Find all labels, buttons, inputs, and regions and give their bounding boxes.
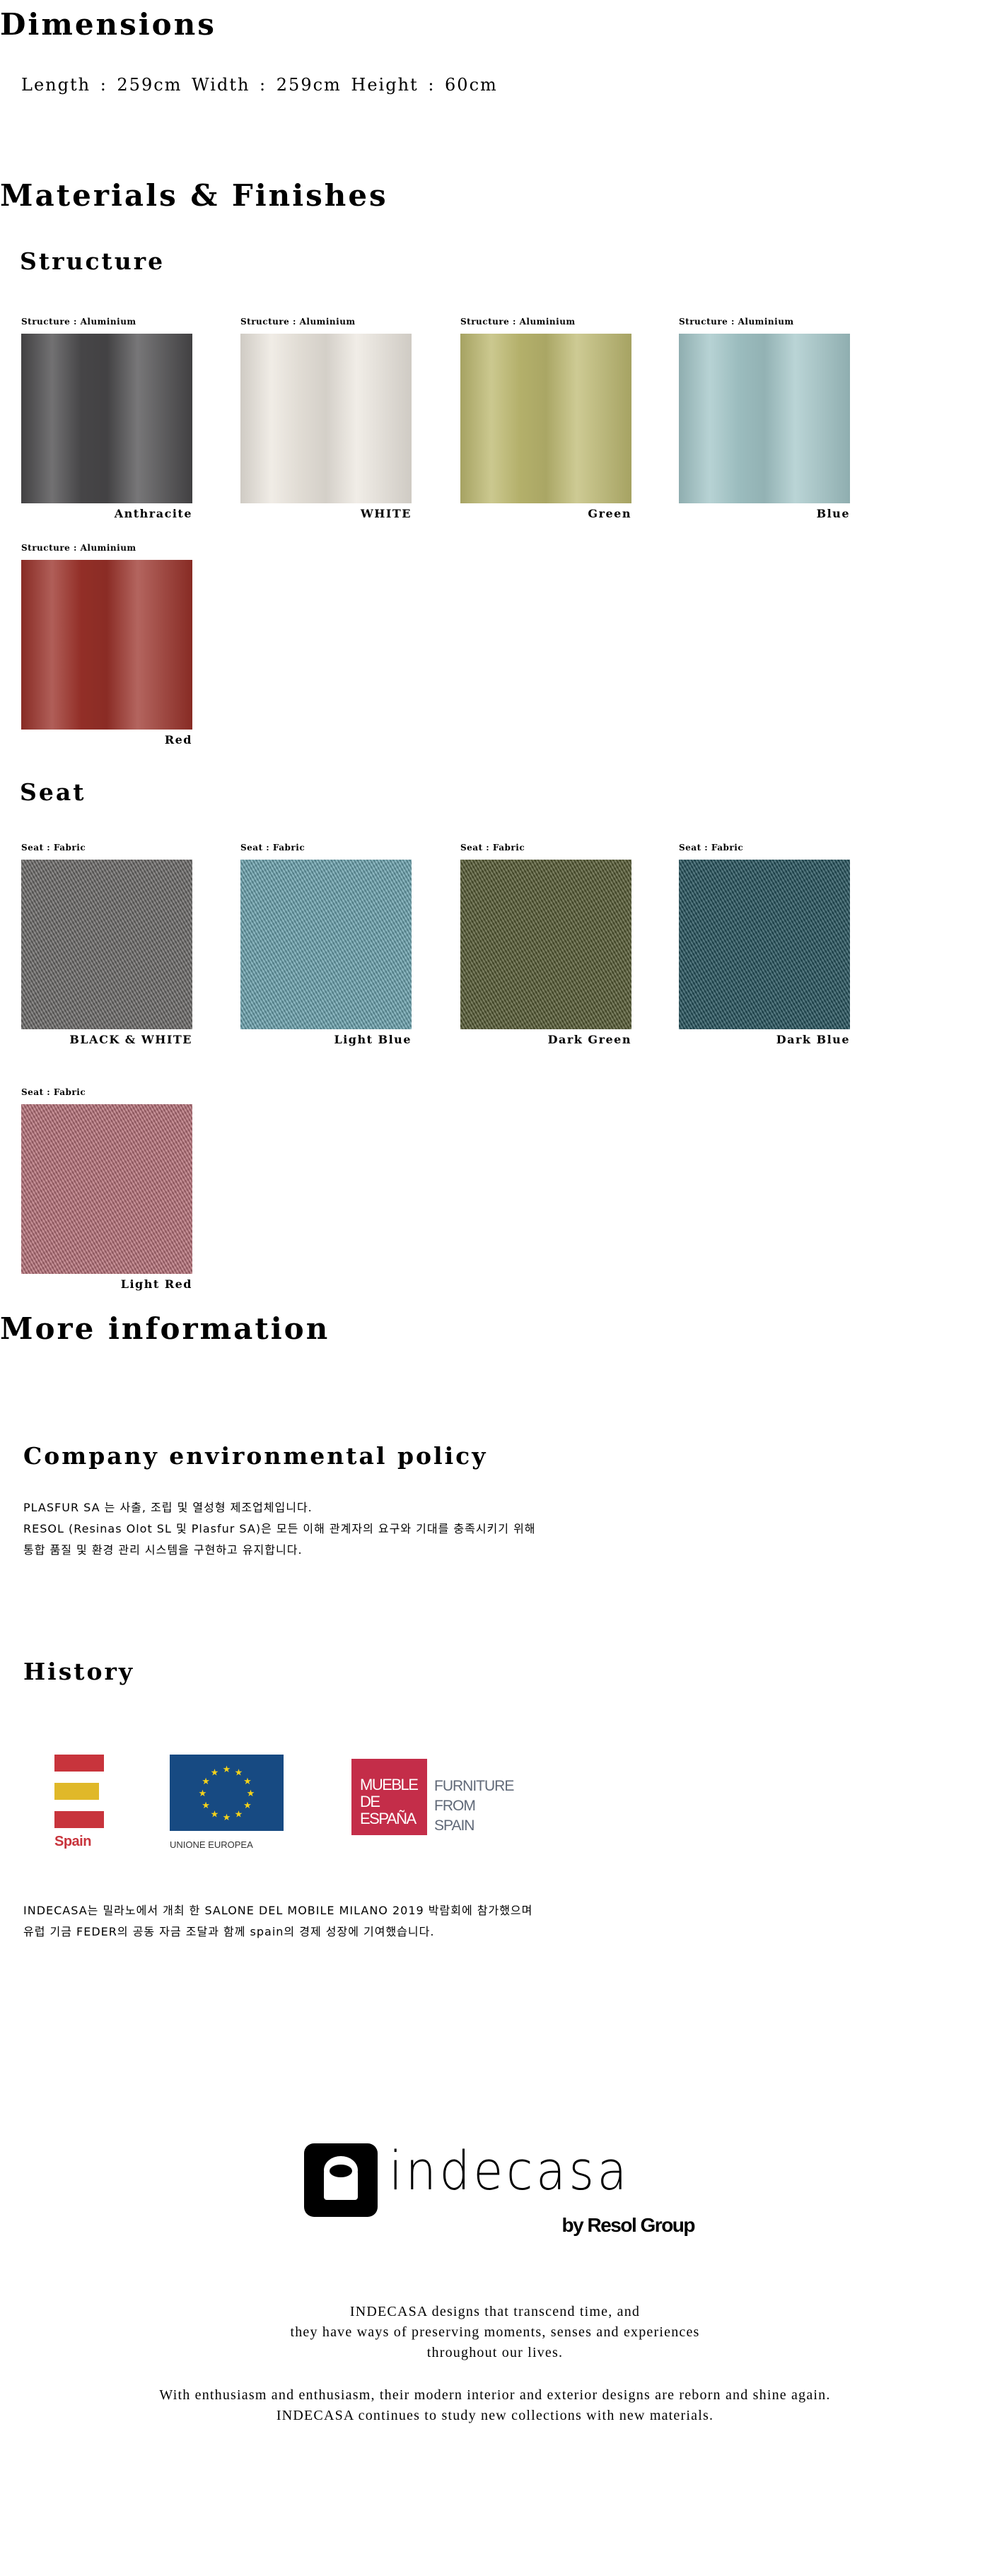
dimensions-title: Dimensions (0, 7, 216, 42)
eu-star-icon: ★ (202, 1776, 210, 1786)
swatch-label: Structure : Aluminium (21, 543, 136, 553)
policy-text: PLASFUR SA 는 사출, 조립 및 열성형 제조업체입니다. RESOL… (23, 1497, 536, 1561)
swatch-image[interactable] (460, 334, 631, 503)
swatch-image[interactable] (21, 334, 192, 503)
footer-tagline: INDECASA designs that transcend time, an… (290, 2304, 700, 2360)
swatch-label: Seat : Fabric (21, 843, 86, 853)
history-line: INDECASA는 밀라노에서 개최 한 SALONE DEL MOBILE M… (23, 1904, 533, 1917)
swatch-name: Red (164, 733, 192, 747)
swatch-name: Dark Green (547, 1033, 631, 1046)
swatch-name: WHITE (360, 507, 412, 520)
swatch-seat[interactable]: Seat : Fabric Dark Blue (679, 843, 850, 1046)
swatch-seat[interactable]: Seat : Fabric BLACK & WHITE (21, 843, 192, 1046)
eu-star-icon: ★ (223, 1812, 231, 1822)
swatch-name: Anthracite (114, 507, 192, 520)
swatch-name: BLACK & WHITE (69, 1033, 192, 1046)
swatch-image[interactable] (21, 860, 192, 1029)
policy-line: RESOL (Resinas Olot SL 및 Plasfur SA)은 모든… (23, 1522, 536, 1535)
swatch-image[interactable] (240, 334, 412, 503)
swatch-seat[interactable]: Seat : Fabric Light Red (21, 1087, 192, 1291)
swatch-label: Structure : Aluminium (460, 317, 576, 327)
swatch-name: Dark Blue (776, 1033, 850, 1046)
history-title: History (23, 1658, 135, 1685)
eu-star-icon: ★ (243, 1800, 252, 1810)
swatch-label: Seat : Fabric (21, 1087, 86, 1097)
swatch-label: Seat : Fabric (460, 843, 525, 853)
history-line: 유럽 기금 FEDER의 공동 자금 조달과 함께 spain의 경제 성장에 … (23, 1925, 435, 1938)
swatch-name: Green (588, 507, 631, 520)
more-info-title: More information (0, 1311, 330, 1346)
swatch-label: Seat : Fabric (240, 843, 305, 853)
swatch-image[interactable] (679, 860, 850, 1029)
swatch-label: Seat : Fabric (679, 843, 744, 853)
history-text: INDECASA는 밀라노에서 개최 한 SALONE DEL MOBILE M… (23, 1900, 532, 1943)
seat-title: Seat (20, 778, 86, 806)
dimensions-text: Length : 259cm Width : 259cm Height : 60… (21, 75, 498, 95)
swatch-image[interactable] (240, 860, 412, 1029)
swatch-seat[interactable]: Seat : Fabric Dark Green (460, 843, 631, 1046)
swatch-name: Blue (816, 507, 850, 520)
policy-line: PLASFUR SA 는 사출, 조립 및 열성형 제조업체입니다. (23, 1501, 313, 1514)
eu-star-icon: ★ (247, 1788, 255, 1798)
eu-star-icon: ★ (235, 1808, 243, 1819)
swatch-label: Structure : Aluminium (240, 317, 356, 327)
spain-logo: Spain (54, 1755, 104, 1850)
indecasa-logo: indecasa by Resol Group (304, 2139, 700, 2242)
structure-title: Structure (20, 247, 165, 275)
mueble-de-espana-logo: MUEBLE DE ESPAÑA FURNITURE FROM SPAIN (351, 1759, 514, 1836)
materials-title: Materials & Finishes (0, 178, 388, 213)
swatch-structure[interactable]: Structure : Aluminium Red (21, 543, 192, 747)
eu-star-icon: ★ (202, 1800, 210, 1810)
eu-star-icon: ★ (223, 1764, 231, 1774)
policy-title: Company environmental policy (23, 1442, 488, 1470)
eu-flag-icon: ★ ★★★★★★★★★★★ (170, 1755, 284, 1831)
swatch-name: Light Blue (334, 1033, 412, 1046)
swatch-structure[interactable]: Structure : Aluminium Green (460, 317, 631, 520)
swatch-image[interactable] (460, 860, 631, 1029)
swatch-structure[interactable]: Structure : Aluminium Blue (679, 317, 850, 520)
eu-logo: ★ ★ ★ ★ ★ ★ ★ ★ ★ ★ ★ ★ UNIONE EUROPEA (170, 1755, 284, 1850)
swatch-seat[interactable]: Seat : Fabric Light Blue (240, 843, 412, 1046)
swatch-label: Structure : Aluminium (21, 317, 136, 327)
swatch-image[interactable] (21, 560, 192, 730)
eu-star-icon: ★ (243, 1776, 252, 1786)
swatch-image[interactable] (679, 334, 850, 503)
eu-star-icon: ★ (235, 1767, 243, 1778)
policy-line: 통합 품질 및 환경 관리 시스템을 구현하고 유지합니다. (23, 1543, 303, 1557)
swatch-structure[interactable]: Structure : Aluminium Anthracite (21, 317, 192, 520)
eu-star-icon: ★ (211, 1767, 219, 1778)
eu-star-icon: ★ (199, 1788, 207, 1798)
swatch-structure[interactable]: Structure : Aluminium WHITE (240, 317, 412, 520)
swatch-label: Structure : Aluminium (679, 317, 794, 327)
eu-star-icon: ★ (211, 1808, 219, 1819)
swatch-name: Light Red (120, 1277, 192, 1291)
footer-description: With enthusiasm and enthusiasm, their mo… (159, 2387, 831, 2423)
swatch-image[interactable] (21, 1104, 192, 1274)
indecasa-mark-icon (304, 2143, 378, 2217)
